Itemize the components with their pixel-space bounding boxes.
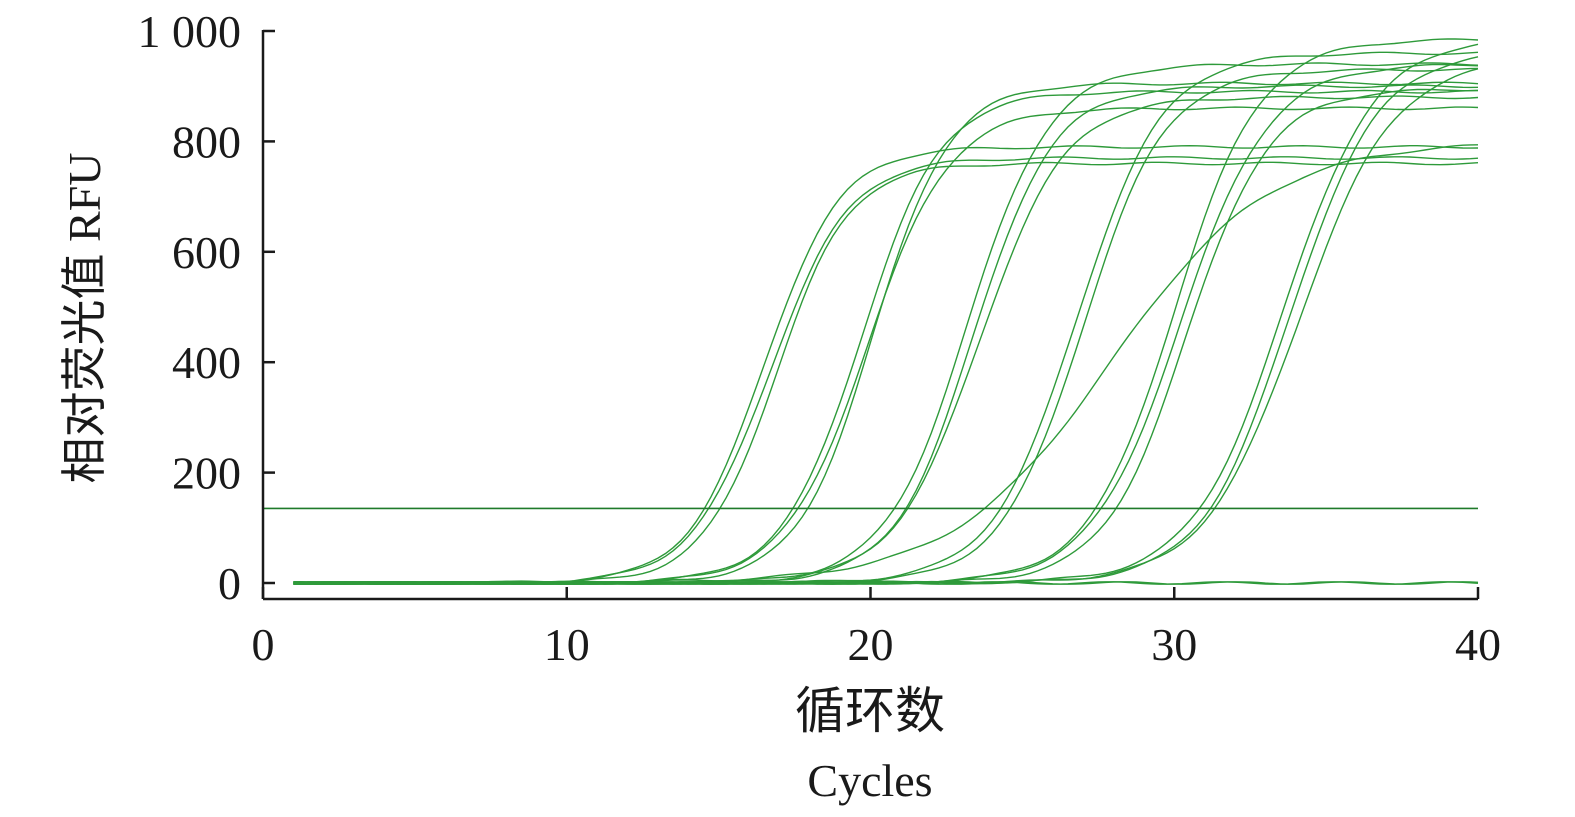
x-tick-label: 10	[544, 619, 590, 670]
amplification-curve	[293, 581, 1479, 585]
x-axis-label-english: Cycles	[807, 755, 932, 806]
y-axis-label: 相对荧光值 RFU	[59, 153, 110, 484]
y-tick-label: 0	[218, 558, 241, 609]
x-axis-ticks: 0 10 20 30 40	[252, 587, 1501, 670]
y-axis-ticks: 0 200 400 600 800 1 000	[138, 6, 275, 609]
amplification-curve	[293, 56, 1479, 585]
amplification-curve	[293, 68, 1479, 585]
amplification-curve	[293, 43, 1479, 585]
amplification-curve	[293, 144, 1479, 585]
amplification-curve	[293, 62, 1479, 585]
amplification-curves	[293, 38, 1479, 585]
amplification-curve	[293, 95, 1479, 585]
y-tick-label: 200	[172, 448, 241, 499]
amplification-curve	[293, 144, 1479, 585]
y-tick-label: 400	[172, 337, 241, 388]
amplification-curve	[293, 63, 1479, 585]
amplification-curve	[293, 38, 1479, 585]
x-axis-label-chinese: 循环数	[795, 683, 945, 739]
x-tick-label: 0	[252, 619, 275, 670]
x-tick-label: 40	[1455, 619, 1501, 670]
amplification-curve	[293, 84, 1479, 585]
axes	[261, 30, 1478, 601]
x-tick-label: 20	[848, 619, 894, 670]
y-tick-label: 800	[172, 116, 241, 167]
x-tick-label: 30	[1151, 619, 1197, 670]
y-tick-label: 1 000	[138, 6, 242, 57]
y-tick-label: 600	[172, 227, 241, 278]
